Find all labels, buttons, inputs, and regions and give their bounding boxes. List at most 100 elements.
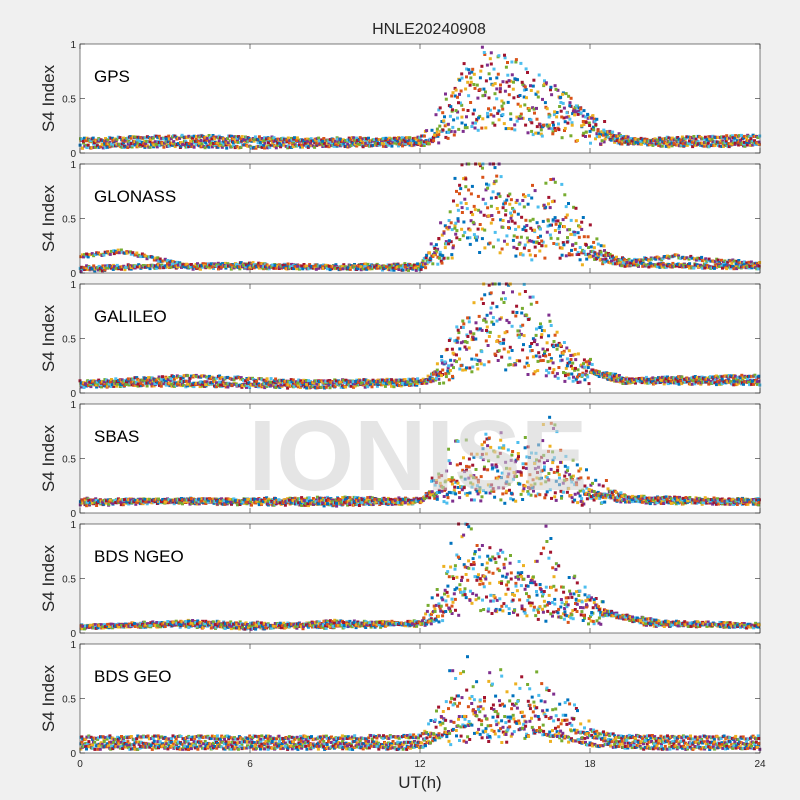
data-point: [451, 108, 454, 112]
data-point: [587, 382, 591, 386]
data-point: [190, 374, 193, 378]
data-point: [529, 84, 532, 88]
data-point: [507, 363, 511, 367]
data-point: [160, 263, 164, 267]
data-point: [611, 372, 615, 376]
data-point: [516, 212, 520, 216]
data-point: [480, 64, 484, 68]
data-point: [657, 376, 660, 380]
data-point: [120, 378, 124, 382]
figure-title: HNLE20240908: [372, 21, 486, 38]
data-point: [638, 258, 642, 262]
data-point: [613, 257, 617, 261]
data-point: [272, 136, 276, 140]
data-point: [432, 139, 436, 143]
data-point: [660, 375, 664, 379]
data-point: [726, 260, 730, 264]
data-point: [651, 143, 655, 147]
data-point: [411, 137, 415, 141]
data-point: [498, 87, 502, 91]
data-point: [753, 373, 757, 377]
data-point: [218, 380, 221, 384]
data-point: [524, 313, 528, 317]
data-point: [520, 116, 524, 120]
data-point: [487, 360, 491, 364]
data-point: [257, 261, 261, 265]
data-point: [444, 97, 448, 101]
data-point: [342, 378, 345, 382]
data-point: [483, 246, 487, 250]
data-point: [511, 310, 515, 314]
data-point: [549, 178, 553, 181]
data-point: [735, 267, 739, 271]
data-point: [473, 126, 477, 130]
data-point: [448, 114, 452, 118]
data-point: [419, 263, 423, 267]
data-point: [460, 76, 464, 80]
data-point: [250, 146, 253, 150]
data-point: [568, 117, 572, 121]
data-point: [405, 382, 409, 386]
data-point: [213, 262, 217, 266]
data-point: [655, 265, 659, 269]
data-point: [172, 384, 176, 388]
data-point: [192, 264, 196, 268]
data-point: [716, 258, 720, 262]
data-point: [745, 261, 749, 265]
data-point: [730, 134, 734, 138]
data-point: [733, 374, 737, 378]
data-point: [482, 318, 486, 322]
data-point: [453, 339, 457, 343]
data-point: [507, 127, 511, 130]
data-point: [390, 144, 394, 148]
data-point: [162, 382, 166, 386]
data-point: [388, 266, 392, 270]
data-point: [189, 139, 193, 143]
data-point: [265, 144, 269, 148]
data-point: [279, 145, 283, 149]
data-point: [601, 258, 605, 262]
data-point: [106, 138, 110, 142]
data-point: [136, 135, 140, 139]
data-point: [91, 136, 95, 140]
data-point: [138, 139, 142, 143]
data-point: [111, 138, 115, 142]
data-point: [564, 215, 568, 219]
data-point: [282, 381, 285, 385]
data-point: [183, 374, 187, 377]
data-point: [276, 141, 280, 145]
data-point: [403, 265, 407, 269]
data-point: [481, 117, 485, 121]
data-point: [696, 256, 700, 260]
data-point: [252, 145, 256, 149]
data-point: [198, 385, 202, 389]
data-point: [290, 136, 293, 140]
data-point: [471, 121, 475, 125]
data-point: [265, 377, 269, 381]
data-point: [684, 265, 688, 268]
data-point: [591, 254, 595, 258]
data-point: [512, 96, 516, 100]
data-point: [295, 136, 299, 140]
data-point: [582, 109, 586, 113]
data-point: [677, 254, 681, 258]
data-point: [334, 263, 338, 267]
data-point: [711, 134, 715, 138]
data-point: [621, 261, 625, 265]
data-point: [615, 139, 619, 142]
data-point: [560, 136, 564, 140]
data-point: [558, 343, 562, 347]
data-point: [549, 357, 553, 361]
data-point: [322, 263, 326, 267]
data-point: [240, 385, 244, 389]
data-point: [300, 381, 304, 385]
data-point: [577, 109, 581, 113]
data-point: [266, 141, 270, 145]
data-point: [322, 379, 326, 383]
data-point: [621, 379, 625, 383]
data-point: [749, 144, 753, 147]
data-point: [161, 375, 164, 379]
data-point: [359, 265, 363, 269]
data-point: [148, 255, 152, 259]
data-point: [286, 144, 290, 148]
